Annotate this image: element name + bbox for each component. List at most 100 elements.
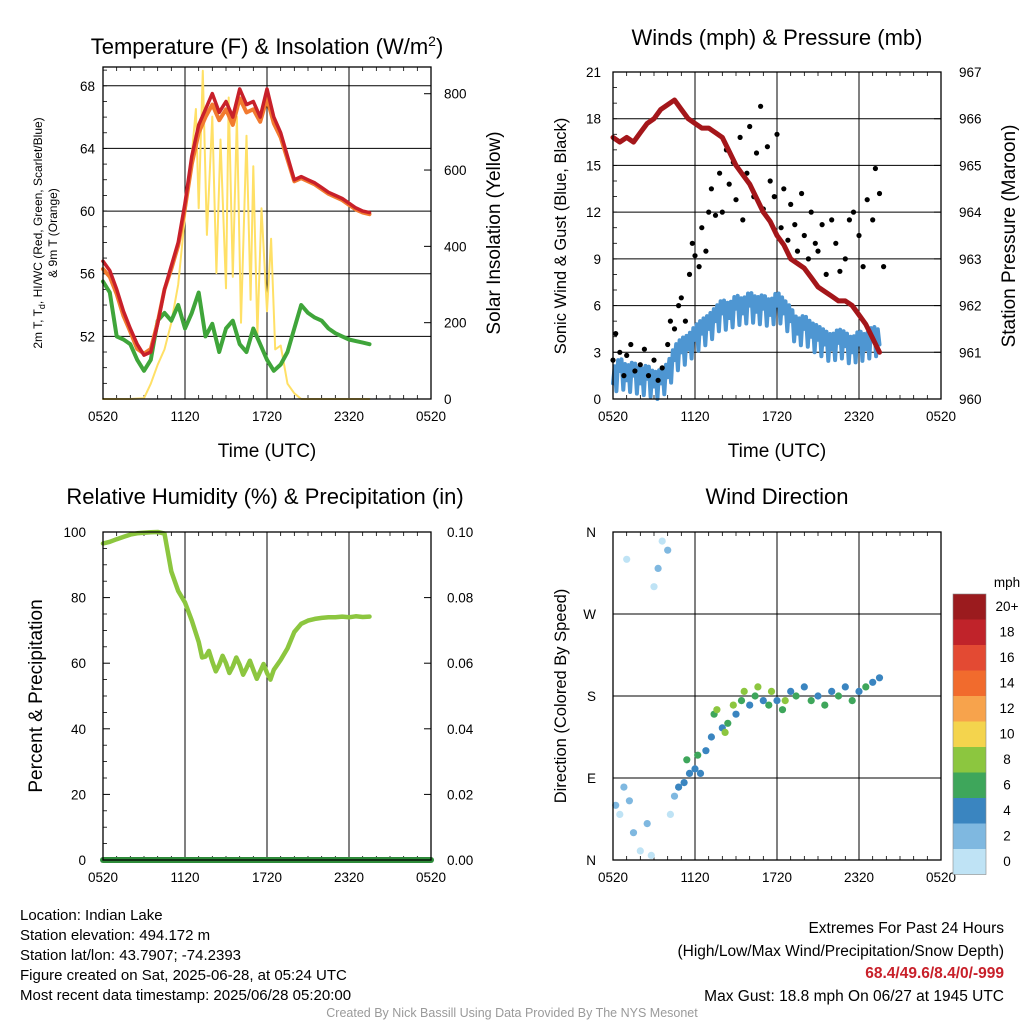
gust-point <box>881 264 887 270</box>
direction-point <box>666 810 675 819</box>
colorbar-label: 20+ <box>996 599 1019 614</box>
series-insolation <box>102 69 371 400</box>
gust-point <box>717 170 723 176</box>
y2-tick-label: 0.02 <box>447 787 473 802</box>
direction-point <box>691 765 699 773</box>
gust-point <box>624 352 630 358</box>
y2-tick-label: 0.04 <box>447 722 474 737</box>
extremes-heading: Extremes For Past 24 Hours <box>808 920 1004 937</box>
plot-border <box>102 531 432 861</box>
gust-point <box>706 209 712 215</box>
direction-point <box>765 701 773 709</box>
colorbar-swatch <box>953 594 986 620</box>
y-tick-label: 80 <box>71 591 86 606</box>
direction-point <box>694 751 702 759</box>
credit-text: Created By Nick Bassill Using Data Provi… <box>326 1006 698 1020</box>
extremes-subheading: (High/Low/Max Wind/Precipitation/Snow De… <box>677 942 1005 960</box>
gust-point <box>689 240 695 246</box>
y-tick-label: 0 <box>593 392 601 407</box>
chart-title: Relative Humidity (%) & Precipitation (i… <box>66 484 463 509</box>
plot-border <box>612 71 942 400</box>
gust-point <box>621 373 627 379</box>
gust-point <box>637 362 643 368</box>
gust-point <box>747 123 753 130</box>
y-tick-label: 40 <box>71 722 86 737</box>
direction-point <box>670 792 679 800</box>
direction-point <box>848 697 856 705</box>
gust-point <box>645 373 652 379</box>
colorbar-swatch <box>953 747 986 773</box>
x-tick-label: 1120 <box>680 409 709 424</box>
x-tick-label: 1120 <box>170 409 199 424</box>
x-tick-label: 0520 <box>88 870 118 885</box>
direction-point <box>629 829 638 837</box>
y2-tick-label: 400 <box>444 239 467 254</box>
direction-point <box>828 687 836 696</box>
direction-point <box>807 697 815 705</box>
direction-point <box>729 701 737 709</box>
y-tick-label: 0 <box>78 853 86 868</box>
x-axis-label: Time (UTC) <box>728 441 827 462</box>
station-info: Location: Indian Lake Station elevation:… <box>20 906 351 1006</box>
gust-point <box>632 368 638 374</box>
gust-point <box>771 194 777 200</box>
gust-point <box>842 256 848 262</box>
gust-point <box>792 222 798 228</box>
direction-point <box>680 779 688 787</box>
direction-point <box>862 683 870 691</box>
elevation-text: Station elevation: 494.172 m <box>20 927 211 944</box>
direction-point <box>751 692 759 700</box>
gust-point <box>686 271 693 277</box>
y-tick-label: W <box>583 607 596 622</box>
created-text: Figure created on Sat, 2025-06-28, at 05… <box>20 967 347 984</box>
gust-point <box>815 248 821 254</box>
extremes-block: Extremes For Past 24 Hours (High/Low/Max… <box>678 918 1005 1008</box>
colorbar-label: 8 <box>1003 752 1011 767</box>
direction-point <box>754 683 762 691</box>
x-tick-label: 1120 <box>170 870 199 885</box>
y2-tick-label: 0.10 <box>447 525 473 540</box>
y-tick-label: 6 <box>593 299 601 314</box>
colorbar-swatch <box>953 721 986 747</box>
gust-point <box>696 264 702 270</box>
y-tick-label: S <box>587 689 596 704</box>
colorbar-label: 14 <box>999 676 1015 691</box>
direction-point <box>834 692 843 700</box>
gust-point <box>737 134 743 140</box>
gust-point <box>678 295 684 301</box>
direction-point <box>650 583 658 591</box>
colorbar-label: 16 <box>999 650 1014 665</box>
max-gust-text: Max Gust: 18.8 mph On 06/27 at 1945 UTC <box>704 987 1004 1005</box>
x-tick-label: 0520 <box>926 409 956 424</box>
y-tick-label: 60 <box>80 204 95 219</box>
direction-point <box>875 674 884 682</box>
direction-point <box>616 810 624 819</box>
x-tick-label: 1720 <box>252 870 282 885</box>
direction-point <box>612 801 620 809</box>
gust-point <box>794 248 801 254</box>
y-tick-label: 56 <box>80 267 95 282</box>
gust-point <box>819 222 825 228</box>
direction-point <box>773 697 781 705</box>
direction-point <box>620 783 628 791</box>
direction-point <box>869 678 877 686</box>
y-tick-label: 9 <box>593 252 601 267</box>
y-tick-label: 64 <box>80 141 96 156</box>
x-tick-label: 1120 <box>680 870 709 885</box>
y-axis-label-2: & 9m T (Orange) <box>46 188 60 278</box>
colorbar-swatch <box>953 645 986 671</box>
winds-panel: Winds (mph) & Pressure (mb) 0 3 6 9 12 15 18 21 9… <box>552 25 1020 462</box>
gust-point <box>708 186 715 192</box>
y-tick-label: 52 <box>80 329 95 344</box>
colorbar-border <box>952 593 987 875</box>
x-tick-label: 2320 <box>334 870 364 885</box>
gust-point <box>719 209 725 215</box>
gust-point <box>860 264 866 270</box>
gust-point <box>767 178 773 184</box>
direction-point <box>792 692 800 700</box>
y2-axis-label: Solar Insolation (Yellow) <box>484 131 505 334</box>
y2-tick-label: 600 <box>444 163 467 178</box>
gust-point <box>856 232 862 239</box>
extremes-values: 68.4/49.6/8.4/0/-999 <box>865 965 1004 982</box>
